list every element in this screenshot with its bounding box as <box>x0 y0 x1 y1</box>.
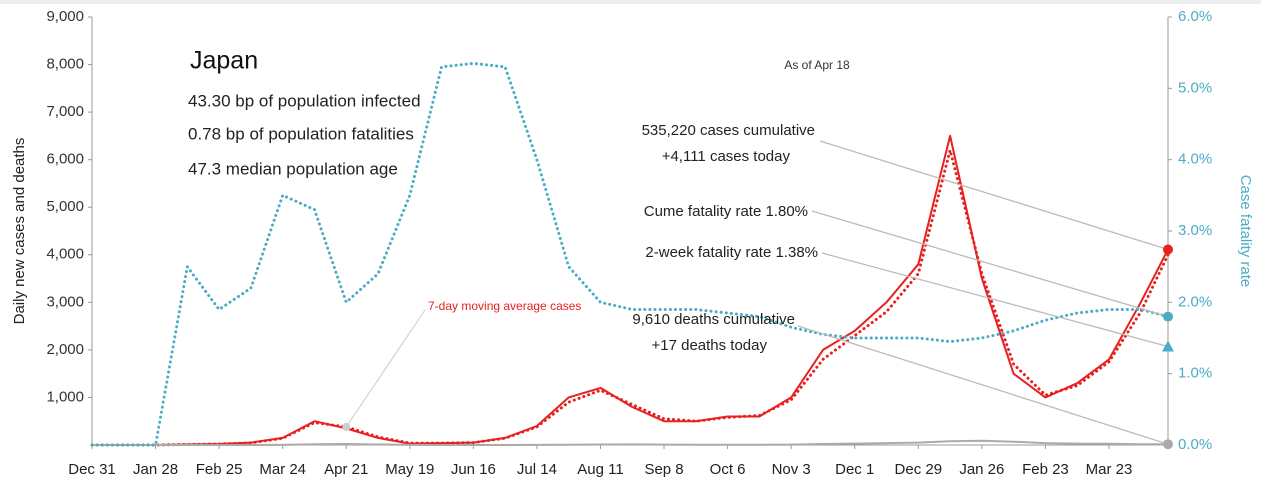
series-line <box>90 148 1170 447</box>
x-tick-label: Jan 26 <box>959 461 1004 478</box>
leader-line <box>819 140 1169 251</box>
y-tick-label: 9,000 <box>46 8 84 25</box>
chart-title: Japan <box>190 47 258 75</box>
x-tick-label: Mar 23 <box>1086 461 1133 478</box>
x-tick-label: Dec 31 <box>68 461 116 478</box>
annotation: +4,111 cases today <box>662 148 791 165</box>
y-tick-label: 6,000 <box>46 151 84 168</box>
annotation: 9,610 deaths cumulative <box>632 311 795 328</box>
x-tick-label: Jan 28 <box>133 461 178 478</box>
end-marker <box>1163 311 1173 322</box>
y-tick-label: 5,000 <box>46 198 84 215</box>
x-tick-label: Mar 24 <box>259 461 306 478</box>
x-tick-label: May 19 <box>385 461 434 478</box>
leader-line <box>797 325 1169 445</box>
x-tick-label: Jun 16 <box>451 461 496 478</box>
series-line <box>92 439 1169 446</box>
y-tick-label: 2,000 <box>46 341 84 358</box>
y2-tick-label: 0.0% <box>1178 436 1212 453</box>
x-tick-label: Sep 8 <box>644 461 683 478</box>
y2-axis-label: Case fatality rate <box>1237 175 1254 288</box>
end-marker <box>1163 439 1173 450</box>
x-tick-label: Feb 25 <box>196 461 243 478</box>
y2-tick-label: 1.0% <box>1178 365 1212 382</box>
y-tick-label: 3,000 <box>46 293 84 310</box>
leader-line <box>811 210 1169 318</box>
series-line <box>92 134 1169 446</box>
series-label: 7-day moving average cases <box>428 299 581 313</box>
x-tick-label: Oct 6 <box>710 461 746 478</box>
x-tick-label: Nov 3 <box>772 461 811 478</box>
x-tick-label: Dec 29 <box>895 461 943 478</box>
annotation: 535,220 cases cumulative <box>642 122 815 139</box>
end-marker <box>1163 244 1173 255</box>
y-axis-label: Daily new cases and deaths <box>11 138 28 325</box>
info-line: 0.78 bp of population fatalities <box>188 124 414 143</box>
annotation: Cume fatality rate 1.80% <box>644 203 808 220</box>
y-tick-label: 4,000 <box>46 246 84 263</box>
leader-line <box>821 252 1169 348</box>
y2-tick-label: 2.0% <box>1178 293 1212 310</box>
info-line: 43.30 bp of population infected <box>188 91 421 110</box>
y-tick-label: 8,000 <box>46 56 84 73</box>
info-line: 47.3 median population age <box>188 159 398 178</box>
series-line <box>90 61 1170 447</box>
top-strip <box>0 0 1261 4</box>
x-tick-label: Jul 14 <box>517 461 557 478</box>
x-tick-label: Dec 1 <box>835 461 874 478</box>
y-tick-label: 1,000 <box>46 388 84 405</box>
x-tick-label: Feb 23 <box>1022 461 1069 478</box>
x-tick-label: Aug 11 <box>577 461 623 478</box>
y2-tick-label: 3.0% <box>1178 222 1212 239</box>
y2-tick-label: 4.0% <box>1178 151 1212 168</box>
end-marker <box>1162 340 1174 352</box>
y2-tick-label: 5.0% <box>1178 79 1212 96</box>
y2-tick-label: 6.0% <box>1178 8 1212 25</box>
annotation: +17 deaths today <box>651 337 767 354</box>
leader-line <box>345 309 426 428</box>
x-tick-label: Apr 21 <box>324 461 368 478</box>
annotation: 2-week fatality rate 1.38% <box>645 244 818 261</box>
label-dot <box>342 422 351 431</box>
y-tick-label: 7,000 <box>46 103 84 120</box>
as-of: As of Apr 18 <box>784 58 850 72</box>
